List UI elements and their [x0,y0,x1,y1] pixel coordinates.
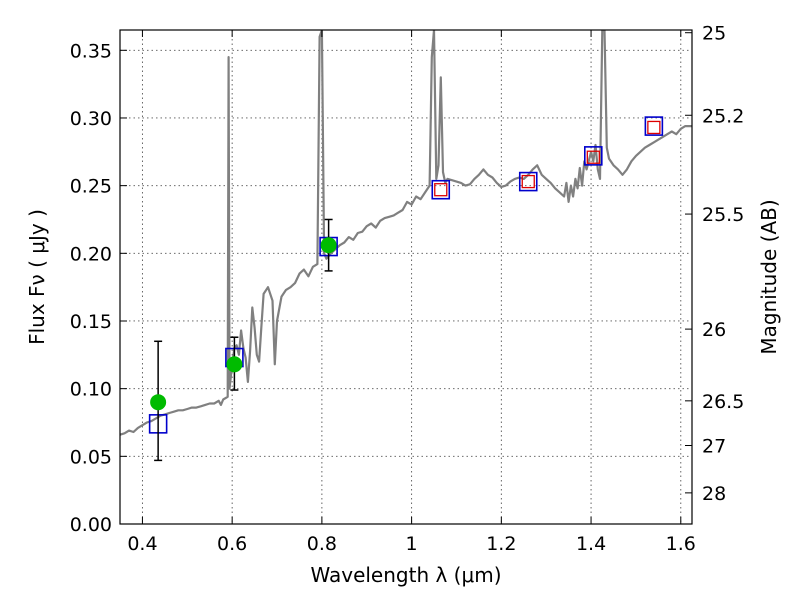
y2-tick-label: 25.5 [702,204,744,226]
model-square-marker [584,146,603,166]
model-square-marker [644,116,664,136]
x-tick-label: 0.8 [307,533,337,555]
photometry-point [226,356,243,373]
tick-layer: 0.4 0.6 0.8 1 1.2 1.4 1.6 0.00 0.05 0.10 0.15 0.20 0… [70,23,745,555]
y-axis-title: Flux Fν ( μJy ) [25,209,49,345]
y2-axis-title: Magnitude (AB) [757,199,781,354]
y2-tick-label: 28 [702,483,726,505]
y2-tick-label: 25.2 [702,105,744,127]
x-tick-label: 0.4 [127,533,157,555]
x-tick-label: 1 [406,533,418,555]
y2-tick-label: 26 [702,319,726,341]
spectrum-layer [120,30,692,436]
model-square-marker [431,179,451,200]
model-square-marker [518,171,538,192]
y-tick-label: 0.10 [70,379,112,401]
model-inner-square-marker [586,150,600,164]
photometry-point [150,394,167,411]
y-tick-label: 0.00 [70,514,112,536]
spectrum-line [120,30,692,436]
plot-frame [119,29,693,525]
y2-tick-label: 27 [702,436,726,458]
model-inner-square-marker [434,183,448,197]
model-inner-square-marker [521,174,535,189]
y-tick-label: 0.25 [70,176,112,198]
y-tick-label: 0.15 [70,311,112,333]
y2-tick-label: 25 [702,23,726,45]
marker-layer [148,116,664,462]
y-tick-label: 0.20 [70,243,112,265]
x-tick-label: 1.4 [576,533,606,555]
x-tick-label: 0.6 [217,533,247,555]
y-tick-label: 0.05 [70,446,112,468]
y-tick-label: 0.30 [70,108,112,130]
y-tick-label: 0.35 [70,40,112,62]
photometry-point [320,237,337,254]
x-tick-label: 1.2 [486,533,516,555]
y2-tick-label: 26.5 [702,391,744,413]
model-inner-square-marker [647,120,661,135]
x-axis-title: Wavelength λ (μm) [310,563,501,587]
x-tick-label: 1.6 [666,533,696,555]
